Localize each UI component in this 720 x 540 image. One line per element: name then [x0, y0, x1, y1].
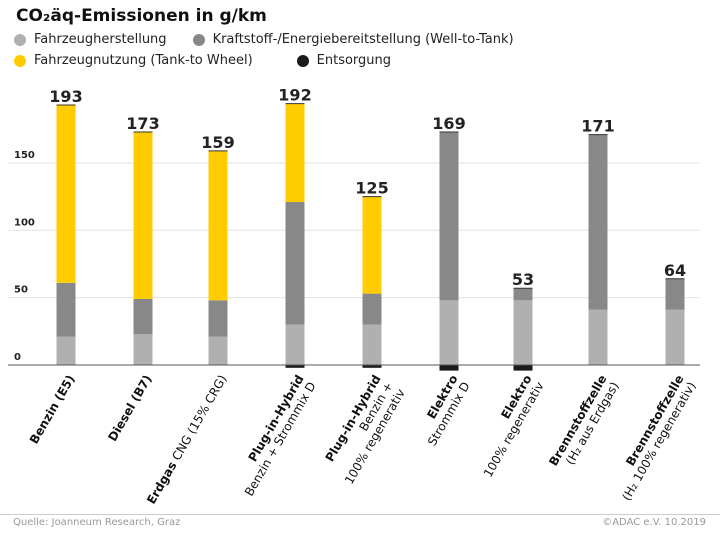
- x-label-line: Erdgas CNG (15% CRG): [144, 373, 229, 507]
- bar-segment-fahrzeugherstellung: [133, 334, 153, 365]
- bar-segment-entsorgung: [285, 365, 305, 368]
- y-tick-label: 100: [14, 217, 35, 228]
- bar-segment-fahrzeugherstellung: [439, 300, 459, 365]
- x-axis-label: Benzin (E5): [27, 373, 78, 447]
- total-label: 192: [278, 86, 311, 105]
- legend-swatch-icon: [192, 33, 205, 46]
- bar-segment-fahrzeugnutzung: [56, 105, 76, 283]
- legend-swatch-icon: [14, 33, 26, 46]
- x-axis-label: Diesel (B7): [105, 373, 154, 444]
- legend-label: Entsorgung: [316, 53, 392, 68]
- bar-segment-entsorgung: [513, 365, 533, 371]
- legend-swatch-icon: [14, 54, 26, 67]
- bar-segment-fahrzeugherstellung: [665, 309, 685, 365]
- legend-row-2: Fahrzeugnutzung (Tank-to Wheel) Entsorgu…: [14, 53, 417, 68]
- footer-divider: [0, 514, 720, 515]
- x-axis-label: Brennstoffzelle(H₂ 100% regenerativ): [619, 373, 698, 504]
- total-label: 193: [49, 87, 82, 106]
- bar-segment-fahrzeugherstellung: [588, 309, 608, 365]
- legend-item-entsorgung: Entsorgung: [296, 53, 392, 68]
- total-label: 159: [201, 133, 234, 152]
- bar-segment-fahrzeugherstellung: [362, 324, 382, 365]
- bar-segment-fahrzeugnutzung: [208, 150, 228, 301]
- legend-item-well-to-tank: Kraftstoff-/Energiebereitstellung (Well-…: [192, 32, 514, 47]
- bar-segment-fahrzeugnutzung: [133, 131, 153, 299]
- x-axis-label: Brennstoffzelle(H₂ aus Erdgas): [546, 373, 622, 469]
- bar-segment-fahrzeugnutzung: [285, 103, 305, 203]
- total-label: 169: [432, 114, 465, 133]
- legend-item-fahrzeugherstellung: Fahrzeugherstellung: [14, 32, 167, 47]
- bar-segment-fahrzeugherstellung: [56, 336, 76, 365]
- legend-label: Fahrzeugherstellung: [34, 32, 167, 47]
- total-label: 53: [512, 270, 534, 289]
- bar-segment-kraftstoffenergiebereitstellung: [513, 288, 533, 301]
- chart-title: CO₂äq-Emissionen in g/km: [16, 6, 267, 26]
- total-label: 125: [355, 179, 388, 198]
- y-tick-label: 50: [14, 285, 28, 296]
- y-tick-label: 0: [14, 352, 21, 363]
- bar-segment-kraftstoffenergiebereitstellung: [439, 131, 459, 301]
- total-label: 64: [664, 261, 686, 280]
- legend-row-1: Fahrzeugherstellung Kraftstoff-/Energieb…: [14, 32, 540, 47]
- x-label-line: Diesel (B7): [105, 373, 154, 444]
- bar-segment-kraftstoffenergiebereitstellung: [665, 278, 685, 310]
- bar-segment-kraftstoffenergiebereitstellung: [588, 134, 608, 310]
- y-tick-label: 150: [14, 150, 35, 161]
- legend-label: Fahrzeugnutzung (Tank-to Wheel): [34, 53, 253, 68]
- bar-segment-kraftstoffenergiebereitstellung: [208, 300, 228, 337]
- x-label-line: Benzin (E5): [27, 373, 78, 447]
- x-axis-label: Erdgas CNG (15% CRG): [144, 373, 229, 507]
- bar-segment-fahrzeugherstellung: [208, 336, 228, 365]
- bar-segment-entsorgung: [439, 365, 459, 371]
- total-label: 173: [126, 114, 159, 133]
- legend-label: Kraftstoff-/Energiebereitstellung (Well-…: [212, 32, 514, 47]
- legend-swatch-icon: [296, 54, 309, 67]
- bar-segment-fahrzeugherstellung: [513, 300, 533, 365]
- bar-segment-fahrzeugnutzung: [362, 196, 382, 294]
- copyright-note: ©ADAC e.V. 10.2019: [602, 517, 706, 528]
- bar-segment-kraftstoffenergiebereitstellung: [56, 282, 76, 337]
- legend-item-tank-to-wheel: Fahrzeugnutzung (Tank-to Wheel): [14, 53, 253, 68]
- bar-segment-kraftstoffenergiebereitstellung: [362, 293, 382, 325]
- bar-segment-entsorgung: [362, 365, 382, 368]
- bar-segment-kraftstoffenergiebereitstellung: [285, 202, 305, 325]
- bar-segment-fahrzeugherstellung: [285, 324, 305, 365]
- total-label: 171: [581, 117, 614, 136]
- source-note: Quelle: Joanneum Research, Graz: [13, 517, 181, 528]
- bar-segment-kraftstoffenergiebereitstellung: [133, 298, 153, 335]
